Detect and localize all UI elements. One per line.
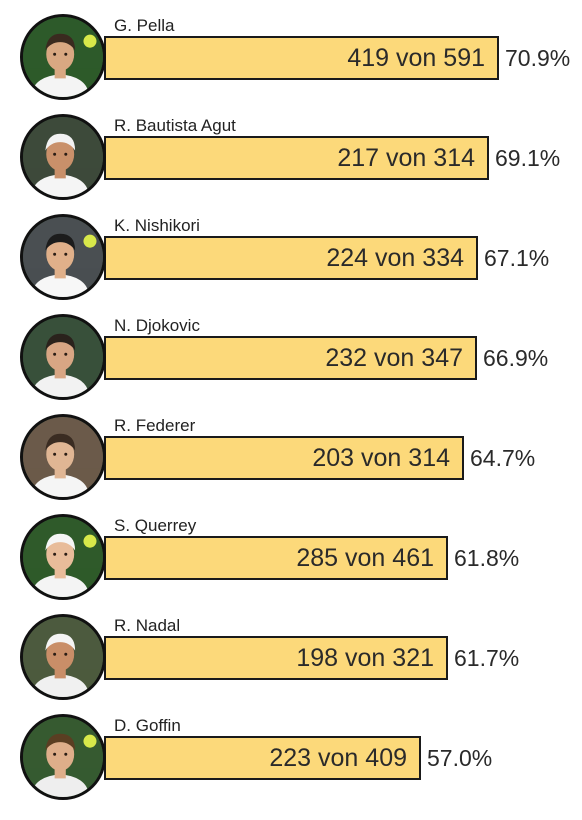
bar: 223 von 409 — [104, 736, 421, 780]
bar: 203 von 314 — [104, 436, 464, 480]
value-label: 67.1% — [484, 245, 550, 271]
value-label: 61.7% — [454, 645, 520, 671]
value-label: 69.1% — [495, 145, 561, 171]
chart-row: D. Goffin 223 von 409 57.0% — [0, 714, 582, 814]
bar-label: 232 von 347 — [325, 344, 463, 372]
bar: 285 von 461 — [104, 536, 448, 580]
player-name: K. Nishikori — [114, 216, 200, 235]
bar-label: 203 von 314 — [312, 444, 450, 472]
bar: 217 von 314 — [104, 136, 489, 180]
bar: 224 von 334 — [104, 236, 478, 280]
player-avatar — [20, 214, 106, 300]
player-name: R. Nadal — [114, 616, 181, 635]
value-label: 66.9% — [483, 345, 549, 371]
player-name: S. Querrey — [114, 516, 197, 535]
bar-label: 224 von 334 — [326, 244, 464, 272]
player-avatar — [20, 14, 106, 100]
bar-label: 285 von 461 — [296, 544, 434, 572]
player-avatar — [20, 314, 106, 400]
chart-row: N. Djokovic 232 von 347 66.9% — [0, 314, 582, 414]
value-label: 64.7% — [470, 445, 536, 471]
value-label: 70.9% — [505, 45, 571, 71]
value-label: 57.0% — [427, 745, 493, 771]
player-name: D. Goffin — [114, 716, 181, 735]
player-avatar — [20, 514, 106, 600]
chart-row: R. Federer 203 von 314 64.7% — [0, 414, 582, 514]
bar-label: 198 von 321 — [296, 644, 434, 672]
bar: 419 von 591 — [104, 36, 499, 80]
bar-label: 223 von 409 — [269, 744, 407, 772]
chart-row: R. Nadal 198 von 321 61.7% — [0, 614, 582, 714]
player-name: R. Bautista Agut — [114, 116, 236, 135]
player-avatar — [20, 114, 106, 200]
player-name: R. Federer — [114, 416, 196, 435]
bar-label: 419 von 591 — [347, 44, 485, 72]
player-name: N. Djokovic — [114, 316, 200, 335]
chart-row: K. Nishikori 224 von 334 67.1% — [0, 214, 582, 314]
player-name: G. Pella — [114, 16, 175, 35]
player-avatar — [20, 614, 106, 700]
value-label: 61.8% — [454, 545, 520, 571]
chart-row: R. Bautista Agut 217 von 314 69.1% — [0, 114, 582, 214]
player-avatar — [20, 714, 106, 800]
bar-label: 217 von 314 — [337, 144, 475, 172]
chart-row: G. Pella 419 von 591 70.9% — [0, 14, 582, 114]
bar: 232 von 347 — [104, 336, 477, 380]
chart-row: S. Querrey 285 von 461 61.8% — [0, 514, 582, 614]
player-avatar — [20, 414, 106, 500]
bar: 198 von 321 — [104, 636, 448, 680]
